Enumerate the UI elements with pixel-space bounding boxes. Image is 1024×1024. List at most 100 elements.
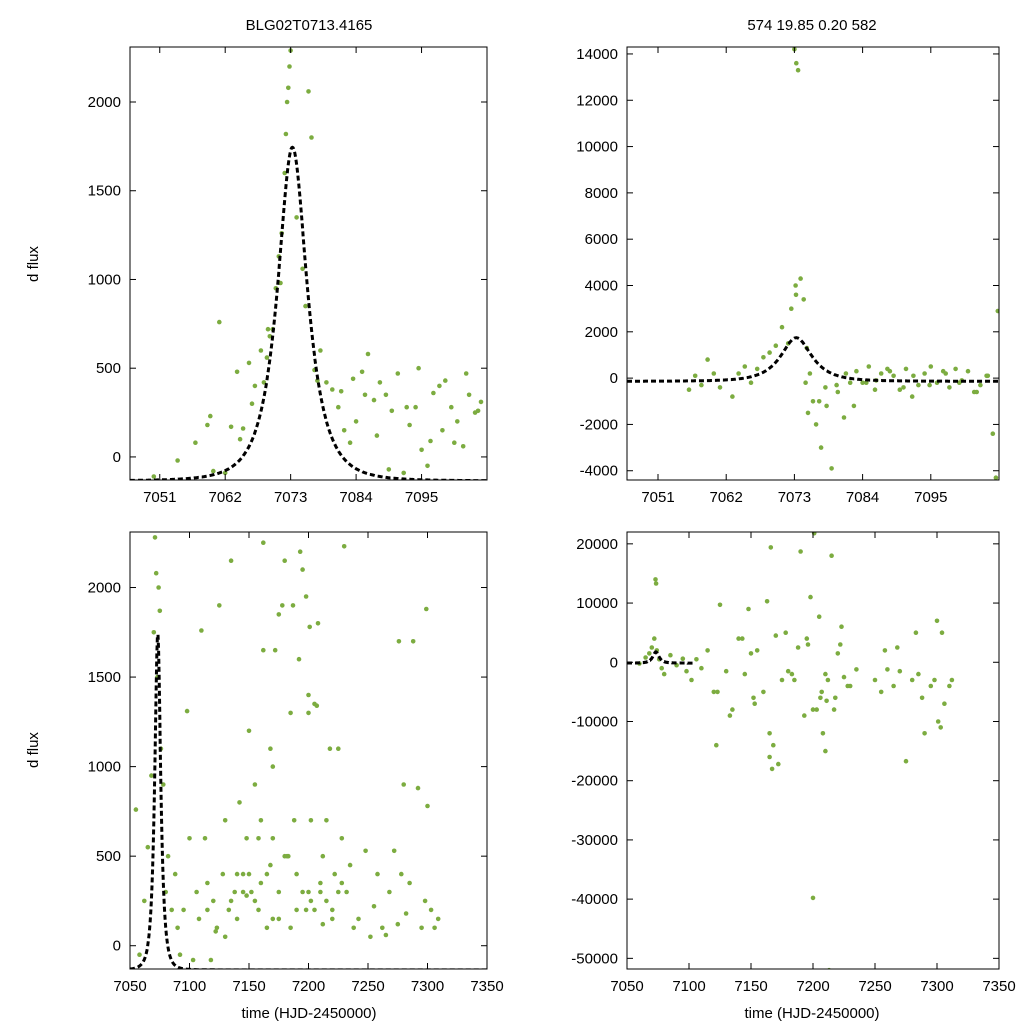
bottom-right-data-point: [878, 689, 884, 695]
top-left-data-point: [416, 365, 421, 371]
bottom-left-data-point: [306, 889, 311, 895]
bottom-right-data-point: [919, 695, 925, 701]
bottom-right-data-point: [789, 671, 795, 677]
bottom-right-data-point: [699, 665, 704, 671]
bottom-right-data-point: [649, 645, 655, 650]
bottom-left-data-point: [246, 871, 252, 877]
bottom-right-data-point: [808, 594, 813, 600]
bottom-left-data-point: [190, 957, 196, 963]
bottom-left-data-point: [424, 606, 429, 612]
top-left-x-tick-label: 7095: [405, 489, 438, 506]
bottom-left-data-point: [249, 889, 254, 895]
bottom-left-data-point: [396, 639, 402, 644]
bottom-left-data-point: [202, 836, 208, 841]
bottom-left-data-point: [199, 628, 204, 633]
top-left-x-tick-label: 7084: [339, 489, 372, 506]
bottom-left-data-point: [330, 916, 335, 922]
bottom-left-data-point: [375, 871, 380, 877]
top-left-y-tick-label: 0: [113, 449, 121, 466]
bottom-right-data-point: [885, 667, 890, 672]
bottom-right-data-point: [767, 754, 772, 760]
bottom-left-data-point: [432, 925, 437, 931]
top-left-data-point: [228, 424, 234, 430]
top-left-data-point: [338, 389, 344, 394]
bottom-right-data-point: [916, 671, 921, 677]
bottom-left-data-point: [232, 889, 237, 895]
bottom-left-data-point: [272, 647, 278, 653]
bottom-right-data-point: [882, 648, 888, 653]
bottom-right-x-axis-label: time (HJD-2450000): [744, 1005, 879, 1022]
bottom-right-data-point: [802, 713, 807, 718]
top-left-data-point: [208, 413, 213, 419]
top-left-data-point: [428, 438, 433, 444]
bottom-left-data-point: [387, 889, 392, 895]
top-right-data-point: [816, 399, 822, 404]
bottom-right-x-tick-label: 7200: [796, 978, 829, 995]
top-right-y-tick-label: 2000: [585, 324, 618, 341]
bottom-left-y-tick-label: 500: [96, 848, 121, 865]
bottom-right-data-point: [727, 713, 733, 718]
bottom-left-data-point: [395, 921, 401, 927]
bottom-right-x-tick-label: 7250: [858, 978, 891, 995]
bottom-right-data-point: [680, 656, 686, 661]
bottom-right-data-point: [668, 652, 673, 658]
bottom-right-data-point: [922, 731, 927, 736]
top-left-data-point: [431, 390, 436, 396]
top-right-data-point: [793, 283, 798, 288]
top-left-data-point: [318, 348, 323, 353]
top-right-data-point: [922, 371, 927, 376]
bottom-left-x-tick-label: 7200: [292, 978, 325, 995]
bottom-left-data-point: [308, 898, 314, 904]
bottom-left-data-point: [318, 889, 323, 895]
top-left-data-point: [151, 474, 157, 479]
top-right-x-tick-label: 7051: [641, 489, 674, 506]
bottom-left-data-point: [297, 549, 303, 554]
bottom-left-data-point: [288, 925, 293, 931]
top-right-data-point: [947, 385, 952, 390]
top-right-points: [686, 47, 999, 480]
bottom-left-data-point: [244, 836, 249, 841]
bottom-left-data-point: [300, 567, 305, 572]
top-right-data-point: [978, 382, 983, 388]
top-right-data-point: [974, 389, 979, 395]
top-left-data-point: [324, 380, 329, 385]
bottom-left-data-point: [234, 871, 240, 877]
top-left-data-point: [300, 266, 305, 272]
bottom-left-data-point: [244, 893, 249, 898]
bottom-left-data-point: [258, 818, 264, 823]
bottom-right-y-tick-label: 10000: [576, 595, 618, 612]
top-right-data-point: [686, 387, 692, 393]
top-right-data-point: [916, 382, 921, 388]
bottom-left-data-point: [403, 911, 409, 916]
bottom-left-data-point: [172, 871, 178, 877]
bottom-left-x-axis-label: time (HJD-2450000): [241, 1005, 376, 1022]
bottom-left-x-tick-label: 7350: [470, 978, 503, 995]
top-left-y-tick-label: 500: [96, 360, 121, 377]
top-right-data-point: [813, 422, 819, 427]
top-left-data-point: [249, 401, 255, 407]
bottom-right-data-point: [819, 689, 824, 695]
bottom-left-data-point: [422, 898, 428, 904]
top-left-data-point: [449, 404, 454, 410]
bottom-right-data-point: [804, 636, 810, 641]
top-right-data-point: [866, 364, 872, 369]
bottom-right-data-point: [748, 651, 754, 656]
top-right-data-point: [779, 324, 785, 330]
top-right-data-point: [943, 371, 948, 376]
panels: 7051 7062 7073 7084 709505001000150020007051…: [88, 46, 1016, 995]
top-right-data-point: [841, 415, 847, 420]
bottom-left-data-point: [177, 952, 183, 957]
bottom-left-data-point: [428, 907, 434, 913]
top-left-data-point: [294, 215, 299, 220]
bottom-left-x-tick-label: 7300: [411, 978, 444, 995]
bottom-right-data-point: [643, 655, 648, 660]
bottom-right-data-point: [742, 671, 748, 677]
bottom-right-data-point: [736, 636, 741, 641]
bottom-left-data-point: [306, 710, 311, 716]
top-right-data-point: [872, 387, 878, 393]
top-right-data-point: [748, 380, 754, 386]
bottom-right-data-point: [740, 636, 745, 641]
top-left-data-point: [286, 85, 291, 91]
top-right-data-point: [927, 382, 932, 388]
